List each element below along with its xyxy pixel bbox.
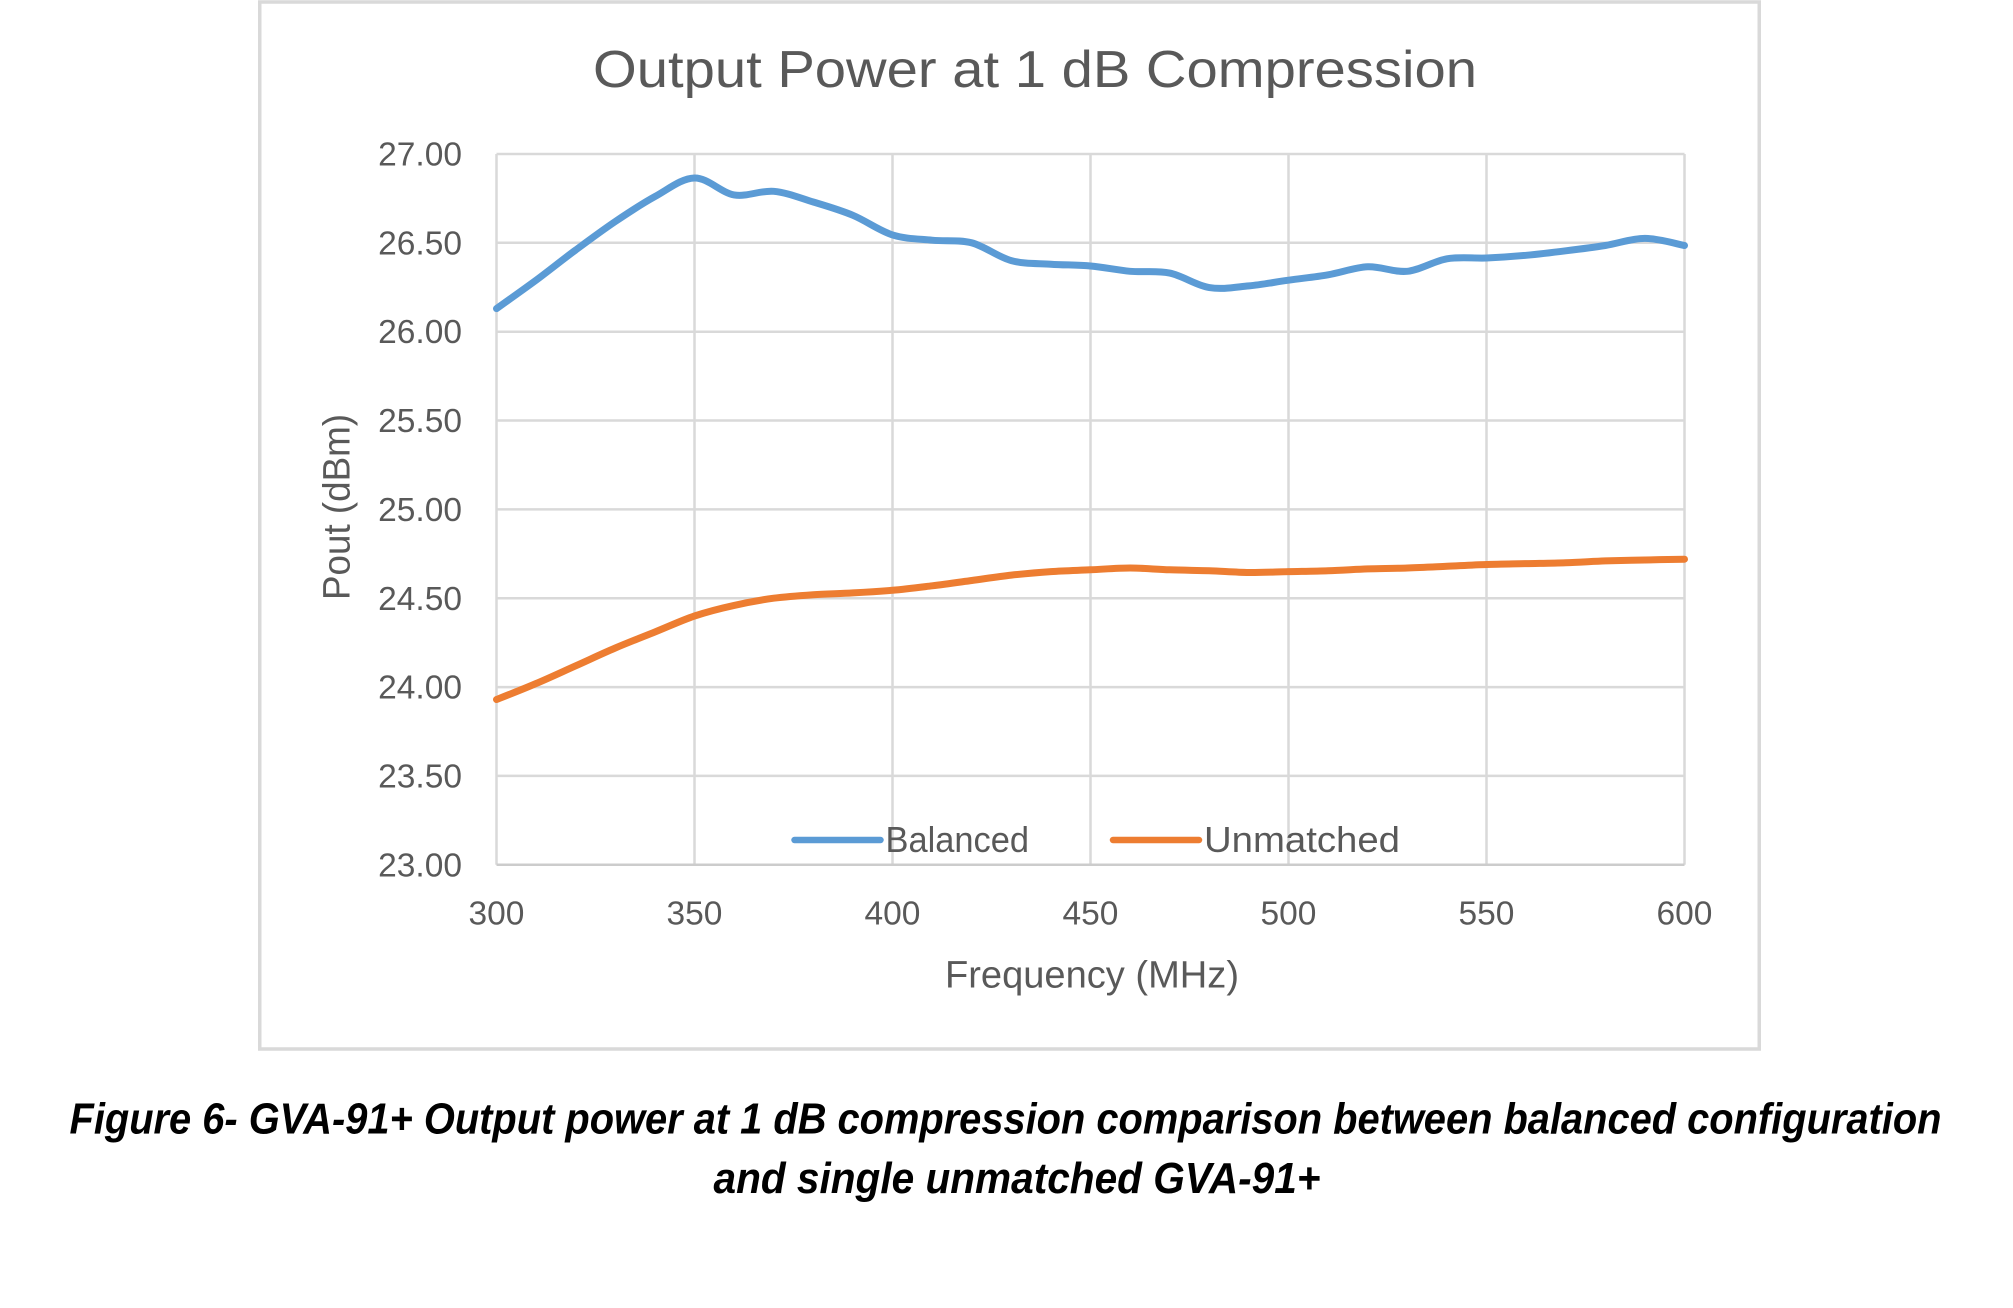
svg-text:25.00: 25.00: [378, 492, 462, 529]
svg-text:500: 500: [1261, 896, 1317, 933]
svg-text:27.00: 27.00: [378, 137, 462, 174]
svg-text:23.50: 23.50: [378, 758, 462, 795]
svg-text:Pout (dBm): Pout (dBm): [317, 414, 359, 600]
svg-text:Frequency (MHz): Frequency (MHz): [945, 955, 1239, 997]
svg-text:450: 450: [1063, 896, 1119, 933]
svg-text:300: 300: [469, 896, 525, 933]
svg-text:Output Power at 1 dB Compressi: Output Power at 1 dB Compression: [593, 41, 1477, 99]
svg-text:25.50: 25.50: [378, 403, 462, 440]
svg-text:23.00: 23.00: [378, 847, 462, 884]
svg-text:350: 350: [667, 896, 723, 933]
svg-text:Balanced: Balanced: [886, 819, 1030, 860]
svg-text:24.50: 24.50: [378, 581, 462, 618]
svg-text:Unmatched: Unmatched: [1204, 819, 1400, 860]
svg-text:26.50: 26.50: [378, 225, 462, 262]
svg-text:24.00: 24.00: [378, 670, 462, 707]
svg-text:550: 550: [1459, 896, 1515, 933]
svg-text:26.00: 26.00: [378, 314, 462, 351]
svg-text:600: 600: [1657, 896, 1713, 933]
svg-text:Figure 6- GVA-91+ Output power: Figure 6- GVA-91+ Output power at 1 dB c…: [70, 1095, 1942, 1143]
svg-text:and single unmatched GVA-91+: and single unmatched GVA-91+: [714, 1155, 1321, 1203]
svg-text:400: 400: [865, 896, 921, 933]
